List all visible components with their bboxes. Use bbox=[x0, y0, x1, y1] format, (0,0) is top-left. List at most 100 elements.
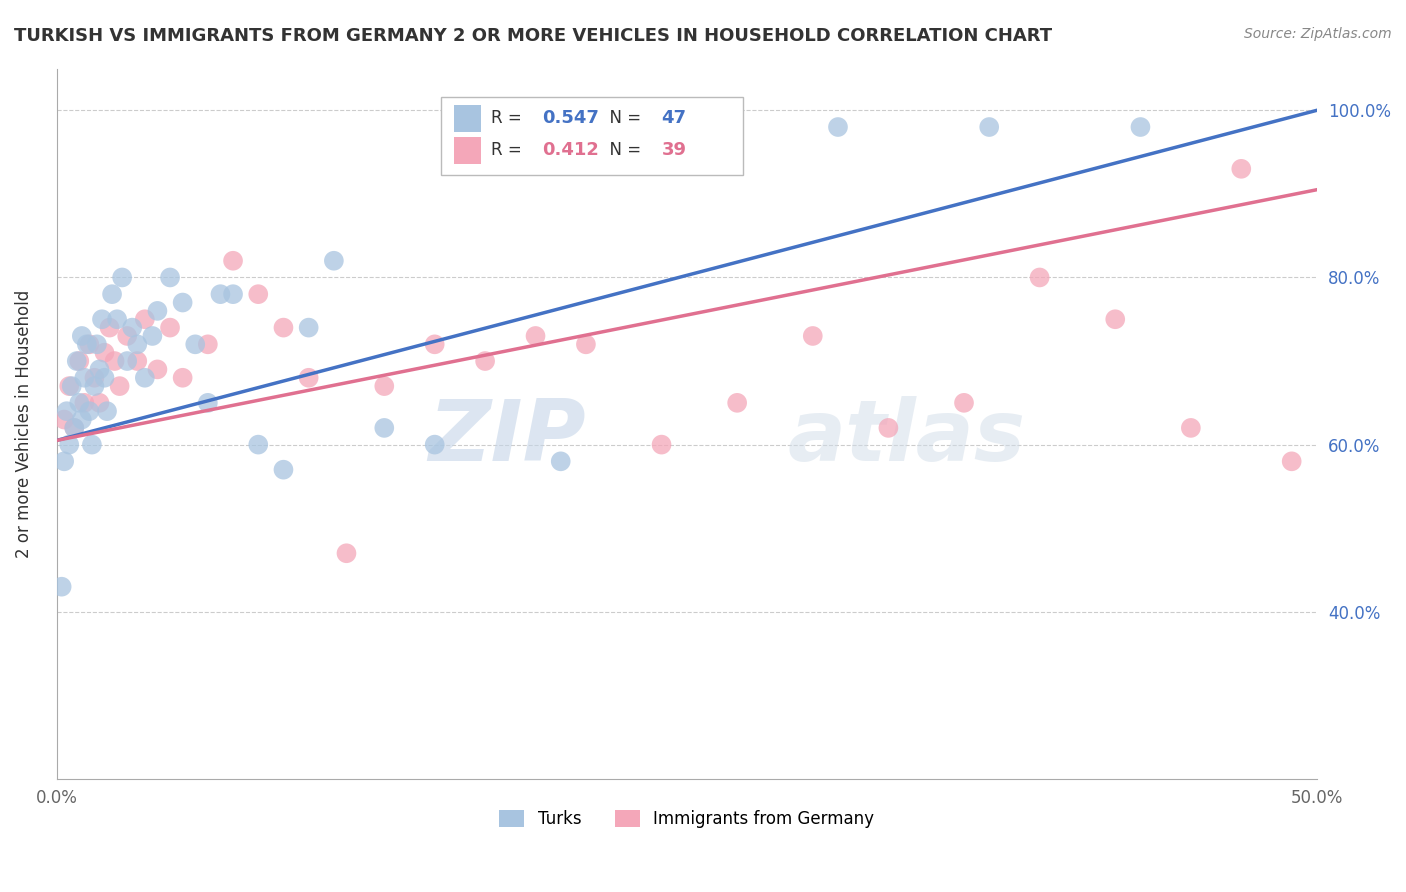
Point bbox=[53, 454, 76, 468]
Point bbox=[273, 320, 295, 334]
Text: Source: ZipAtlas.com: Source: ZipAtlas.com bbox=[1244, 27, 1392, 41]
Point bbox=[675, 120, 697, 134]
Point bbox=[98, 320, 121, 334]
Point bbox=[725, 396, 748, 410]
Point bbox=[58, 379, 80, 393]
Text: TURKISH VS IMMIGRANTS FROM GERMANY 2 OR MORE VEHICLES IN HOUSEHOLD CORRELATION C: TURKISH VS IMMIGRANTS FROM GERMANY 2 OR … bbox=[14, 27, 1052, 45]
Point bbox=[247, 287, 270, 301]
Point bbox=[91, 312, 114, 326]
Point bbox=[1281, 454, 1303, 468]
Text: atlas: atlas bbox=[787, 396, 1026, 479]
Point bbox=[127, 337, 149, 351]
Point bbox=[209, 287, 232, 301]
Point bbox=[96, 404, 118, 418]
Point bbox=[134, 370, 156, 384]
Point bbox=[141, 329, 163, 343]
Point bbox=[73, 370, 96, 384]
Point bbox=[979, 120, 1001, 134]
Point bbox=[53, 412, 76, 426]
Point bbox=[89, 362, 111, 376]
Text: ZIP: ZIP bbox=[429, 396, 586, 479]
Point bbox=[524, 329, 547, 343]
Point bbox=[273, 463, 295, 477]
Point bbox=[121, 320, 143, 334]
Text: 39: 39 bbox=[662, 141, 686, 159]
Point bbox=[335, 546, 357, 560]
Point bbox=[197, 337, 219, 351]
Point bbox=[247, 437, 270, 451]
Point bbox=[651, 437, 673, 451]
Point bbox=[83, 370, 105, 384]
Point bbox=[877, 421, 900, 435]
Point bbox=[159, 320, 181, 334]
Point bbox=[298, 320, 321, 334]
Y-axis label: 2 or more Vehicles in Household: 2 or more Vehicles in Household bbox=[15, 290, 32, 558]
Point bbox=[101, 287, 124, 301]
Point bbox=[58, 437, 80, 451]
Point bbox=[105, 312, 128, 326]
Point bbox=[146, 362, 169, 376]
Point bbox=[827, 120, 849, 134]
Point bbox=[73, 396, 96, 410]
Point bbox=[197, 396, 219, 410]
Point bbox=[86, 337, 108, 351]
Point bbox=[373, 421, 395, 435]
Point bbox=[76, 337, 98, 351]
Point bbox=[115, 329, 138, 343]
Point bbox=[172, 295, 194, 310]
Point bbox=[63, 421, 86, 435]
Bar bbox=[454, 104, 481, 132]
Point bbox=[108, 379, 131, 393]
Point bbox=[79, 404, 101, 418]
Point bbox=[222, 253, 245, 268]
Point bbox=[60, 379, 83, 393]
Point bbox=[67, 396, 90, 410]
Point bbox=[146, 304, 169, 318]
Point bbox=[55, 404, 77, 418]
Point bbox=[103, 354, 125, 368]
Text: 0.412: 0.412 bbox=[541, 141, 599, 159]
Legend: Turks, Immigrants from Germany: Turks, Immigrants from Germany bbox=[492, 803, 880, 835]
Text: R =: R = bbox=[492, 141, 527, 159]
Point bbox=[222, 287, 245, 301]
Point bbox=[80, 437, 103, 451]
Point bbox=[51, 580, 73, 594]
Point bbox=[1104, 312, 1126, 326]
Point bbox=[70, 412, 93, 426]
Point bbox=[322, 253, 344, 268]
Point bbox=[115, 354, 138, 368]
Point bbox=[550, 454, 572, 468]
Point bbox=[111, 270, 134, 285]
Point bbox=[93, 345, 115, 359]
Text: R =: R = bbox=[492, 109, 527, 128]
Point bbox=[298, 370, 321, 384]
Point bbox=[66, 354, 89, 368]
Point bbox=[127, 354, 149, 368]
Point bbox=[172, 370, 194, 384]
Point bbox=[184, 337, 207, 351]
Point bbox=[801, 329, 824, 343]
Point bbox=[134, 312, 156, 326]
Text: 0.547: 0.547 bbox=[541, 109, 599, 128]
Point bbox=[474, 128, 496, 143]
Bar bbox=[454, 136, 481, 164]
Point bbox=[159, 270, 181, 285]
Point bbox=[93, 370, 115, 384]
Point bbox=[423, 437, 446, 451]
Text: 47: 47 bbox=[662, 109, 686, 128]
Point bbox=[83, 379, 105, 393]
Point bbox=[63, 421, 86, 435]
Point bbox=[1129, 120, 1152, 134]
Point bbox=[1230, 161, 1253, 176]
Bar bbox=[441, 97, 744, 175]
Point bbox=[1028, 270, 1050, 285]
Point bbox=[79, 337, 101, 351]
Point bbox=[89, 396, 111, 410]
Point bbox=[423, 337, 446, 351]
Point bbox=[1180, 421, 1202, 435]
Text: N =: N = bbox=[599, 141, 645, 159]
Point bbox=[474, 354, 496, 368]
Text: N =: N = bbox=[599, 109, 645, 128]
Point bbox=[953, 396, 976, 410]
Point bbox=[67, 354, 90, 368]
